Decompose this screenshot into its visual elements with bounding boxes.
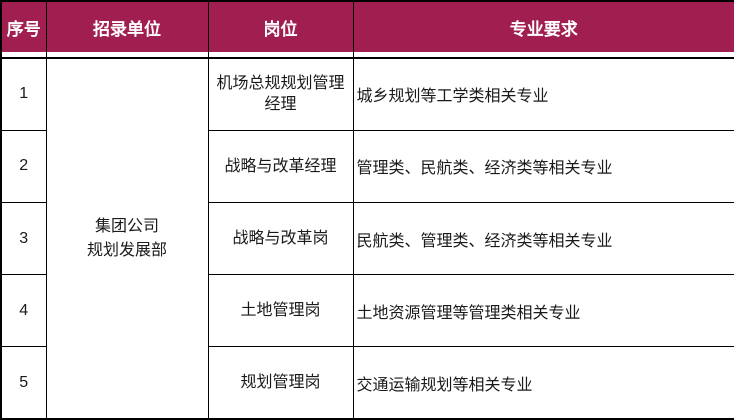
serial-number-cell: 5 [0,346,47,420]
serial-number-cell: 2 [0,129,47,203]
requirement-cell: 民航类、管理类、经济类等相关专业 [352,201,734,276]
position-cell: 机场总规规划管理经理 [207,57,354,131]
requirement-cell: 管理类、民航类、经济类等相关专业 [352,129,734,203]
table-header-row: 序号 招录单位 岗位 专业要求 [0,0,734,60]
serial-number-cell: 1 [0,57,47,131]
table-row: 4 土地管理岗 土地资源管理等管理类相关专业 [0,274,734,348]
header-cell-major-requirements: 专业要求 [352,0,734,60]
serial-number-cell: 3 [0,201,47,276]
position-cell: 战略与改革岗 [207,201,354,276]
requirement-cell: 交通运输规划等相关专业 [352,346,734,420]
requirement-cell: 土地资源管理等管理类相关专业 [352,274,734,348]
unit-name-line1: 集团公司 [94,218,159,236]
position-cell: 规划管理岗 [207,346,354,420]
table-row: 1 集团公司 规划发展部 机场总规规划管理经理 城乡规划等工学类相关专业 [0,57,734,420]
table-row: 3 战略与改革岗 民航类、管理类、经济类等相关专业 [0,201,734,276]
header-cell-position: 岗位 [207,0,354,60]
serial-number-cell: 4 [0,274,47,348]
header-cell-serial-number: 序号 [0,0,47,60]
position-cell: 土地管理岗 [207,274,354,348]
unit-name-line2: 规划发展部 [86,241,167,259]
recruiting-unit-merged-cell: 集团公司 规划发展部 [45,57,209,420]
table-row: 5 规划管理岗 交通运输规划等相关专业 [0,346,734,420]
header-cell-recruiting-unit: 招录单位 [45,0,209,60]
position-cell: 战略与改革经理 [207,129,354,203]
requirement-cell: 城乡规划等工学类相关专业 [352,57,734,131]
